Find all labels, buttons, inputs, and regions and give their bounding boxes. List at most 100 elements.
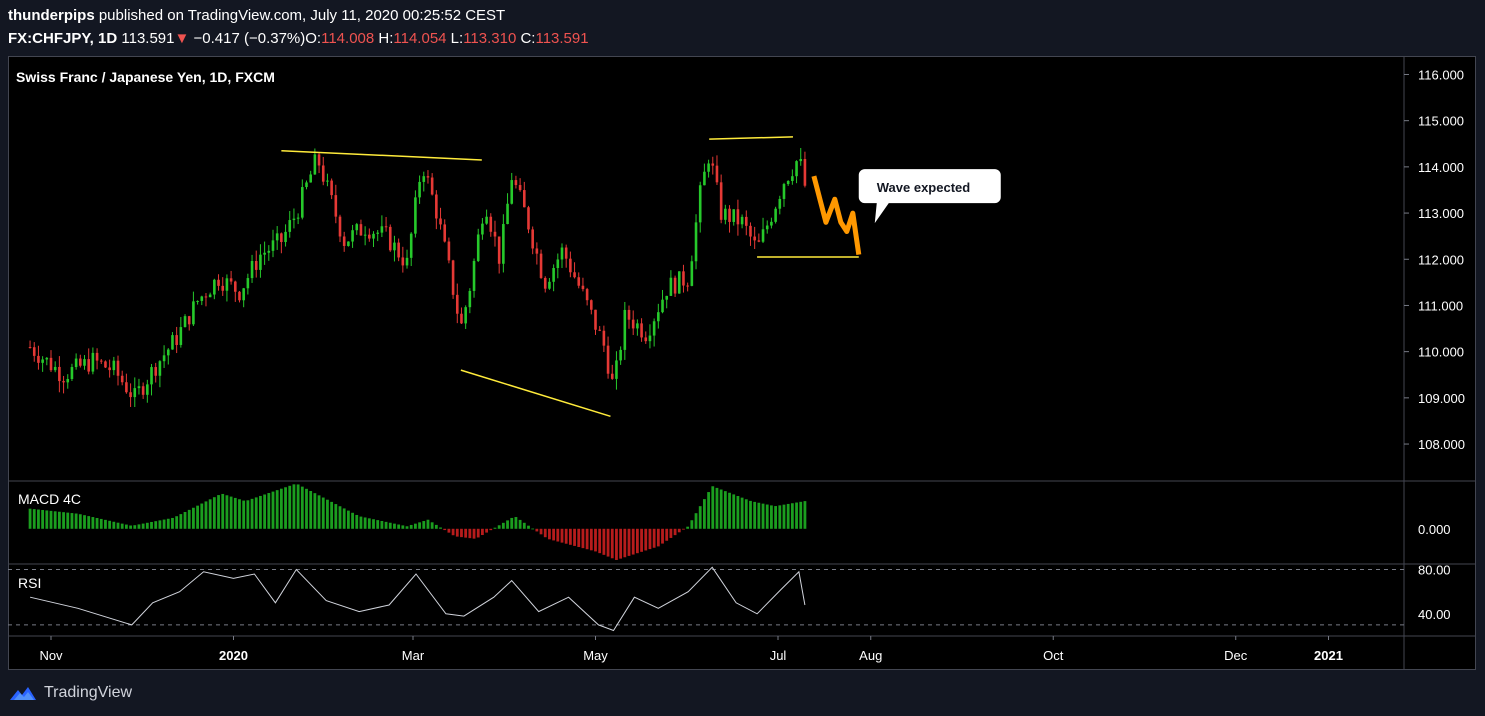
candle-body xyxy=(359,224,363,236)
macd-bar xyxy=(154,521,158,529)
trendline xyxy=(460,369,611,418)
candle-body xyxy=(640,323,643,338)
macd-bar xyxy=(221,493,225,529)
macd-bar xyxy=(598,528,602,554)
time-axis-label: Aug xyxy=(859,648,882,663)
candle-body xyxy=(497,236,501,264)
candle-body xyxy=(556,259,560,269)
macd-bar xyxy=(313,493,317,529)
macd-bar xyxy=(661,528,664,544)
candle-body xyxy=(786,180,790,185)
macd-bar xyxy=(535,528,539,532)
macd-bar xyxy=(422,521,426,529)
candle-body xyxy=(715,165,719,183)
author-name[interactable]: thunderpips xyxy=(8,7,95,24)
chart-title: Swiss Franc / Japanese Yen, 1D, FXCM xyxy=(16,69,275,85)
macd-bar xyxy=(443,528,447,531)
macd-bar xyxy=(141,523,145,529)
candle-body xyxy=(673,277,677,294)
chart-area[interactable] xyxy=(8,56,1476,670)
macd-bar xyxy=(225,495,229,529)
time-axis-label: Oct xyxy=(1043,648,1064,663)
footer: TradingView xyxy=(8,682,132,704)
tradingview-logo-icon xyxy=(10,687,36,700)
candle-body xyxy=(619,349,622,361)
candle-body xyxy=(183,316,187,328)
candle-body xyxy=(200,296,204,301)
candle-body xyxy=(460,313,463,324)
published-text: published on TradingView.com, July 11, 2… xyxy=(98,7,506,24)
price-axis-label: 112.000 xyxy=(1418,252,1464,267)
macd-bar xyxy=(108,520,112,529)
candle-body xyxy=(175,335,178,345)
price-axis-label: 116.000 xyxy=(1418,67,1464,82)
candle-body xyxy=(447,241,451,261)
macd-bar xyxy=(145,522,149,529)
macd-bar xyxy=(95,517,99,529)
brand-name[interactable]: TradingView xyxy=(44,684,133,701)
candle-body xyxy=(652,321,656,336)
symbol-name[interactable]: FX:CHFJPY, 1D xyxy=(8,30,118,47)
candle-body xyxy=(610,373,614,379)
chart-canvas[interactable]: Swiss Franc / Japanese Yen, 1D, FXCM Wave… xyxy=(8,56,1476,670)
macd-bar xyxy=(267,493,271,529)
time-axis-label: 2020 xyxy=(219,648,248,663)
macd-bar xyxy=(635,528,639,554)
price-axis-label: 108.000 xyxy=(1418,437,1465,452)
macd-bar xyxy=(346,510,350,529)
candle-body xyxy=(45,357,49,360)
candle-body xyxy=(451,260,455,295)
candle-body xyxy=(225,278,229,291)
candle-body xyxy=(594,309,597,330)
candle-body xyxy=(405,257,409,266)
macd-bar xyxy=(707,492,710,529)
annotation-bubble xyxy=(858,169,1001,224)
candle-body xyxy=(669,277,673,296)
close-value: 113.591 xyxy=(535,30,589,47)
candle-body xyxy=(125,382,128,393)
candle-body xyxy=(682,271,685,286)
macd-bar xyxy=(489,528,493,531)
macd-bar xyxy=(732,494,736,529)
candle-body xyxy=(154,367,158,376)
macd-bar xyxy=(455,528,459,537)
macd-bar xyxy=(531,528,535,530)
candle-body xyxy=(37,355,40,363)
projected-wave xyxy=(811,175,862,255)
macd-bar xyxy=(430,522,434,529)
macd-bar xyxy=(45,510,49,529)
candle-body xyxy=(757,240,761,242)
low-value: 113.310 xyxy=(463,30,517,47)
candle-body xyxy=(690,261,694,286)
macd-bar xyxy=(715,487,719,529)
macd-bar xyxy=(744,499,748,529)
macd-bar xyxy=(518,519,522,529)
macd-bar xyxy=(158,520,162,529)
macd-bar xyxy=(137,524,141,529)
macd-bar xyxy=(803,501,807,529)
price-axis-label: 113.000 xyxy=(1418,206,1464,221)
candle-body xyxy=(426,176,430,178)
candle-body xyxy=(141,386,145,395)
macd-bar xyxy=(757,502,761,529)
macd-bar xyxy=(120,523,124,529)
candle-body xyxy=(778,198,782,209)
macd-bar xyxy=(426,519,430,529)
macd-bar xyxy=(623,528,627,558)
macd-bar xyxy=(296,484,300,529)
macd-bar xyxy=(497,525,501,529)
macd-bar xyxy=(761,503,765,529)
macd-bar xyxy=(37,509,40,529)
macd-bar xyxy=(736,496,740,529)
candle-body xyxy=(472,260,476,291)
macd-bar xyxy=(162,519,166,529)
candle-body xyxy=(711,163,715,166)
candle-body xyxy=(28,347,32,349)
candle-body xyxy=(791,176,794,181)
candle-body xyxy=(150,367,153,385)
candle-body xyxy=(602,330,606,346)
macd-bar xyxy=(192,507,195,529)
candle-body xyxy=(238,291,241,301)
macd-bar xyxy=(124,524,128,529)
candle-body xyxy=(464,307,467,324)
